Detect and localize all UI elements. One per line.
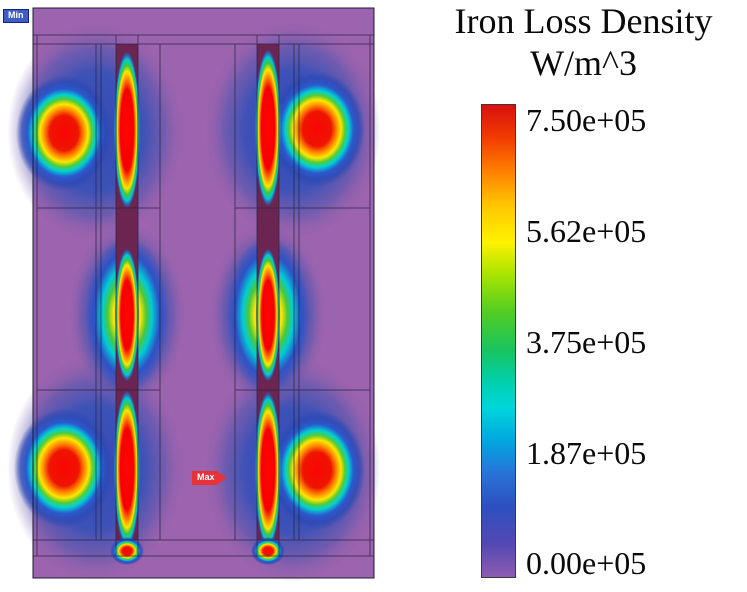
- geometry-lines: [33, 34, 374, 557]
- colorbar-legend: Iron Loss Density W/m^3 7.50e+05 5.62e+0…: [420, 0, 747, 592]
- bottom-hotspot-dots: [110, 537, 285, 565]
- max-marker: Max: [192, 471, 227, 485]
- colorbar-tick-label: 5.62e+05: [526, 212, 647, 249]
- colorbar-tick-label: 1.87e+05: [526, 434, 647, 471]
- colorbar-tick-label: 7.50e+05: [526, 101, 647, 138]
- plot-border: [32, 7, 375, 579]
- slot-hotspots: [114, 50, 281, 548]
- colorbar-tick-label: 3.75e+05: [526, 323, 647, 360]
- legend-units: W/m^3: [530, 43, 637, 83]
- field-plot-canvas: [7, 7, 380, 582]
- colorbar-tick-label: 0.00e+05: [526, 544, 647, 581]
- outer-hotspots: [14, 71, 365, 530]
- legend-title: Iron Loss Density: [454, 1, 713, 41]
- colorbar-gradient: [481, 104, 516, 578]
- field-plot: Min Max: [3, 7, 380, 582]
- min-marker: Min: [3, 9, 29, 23]
